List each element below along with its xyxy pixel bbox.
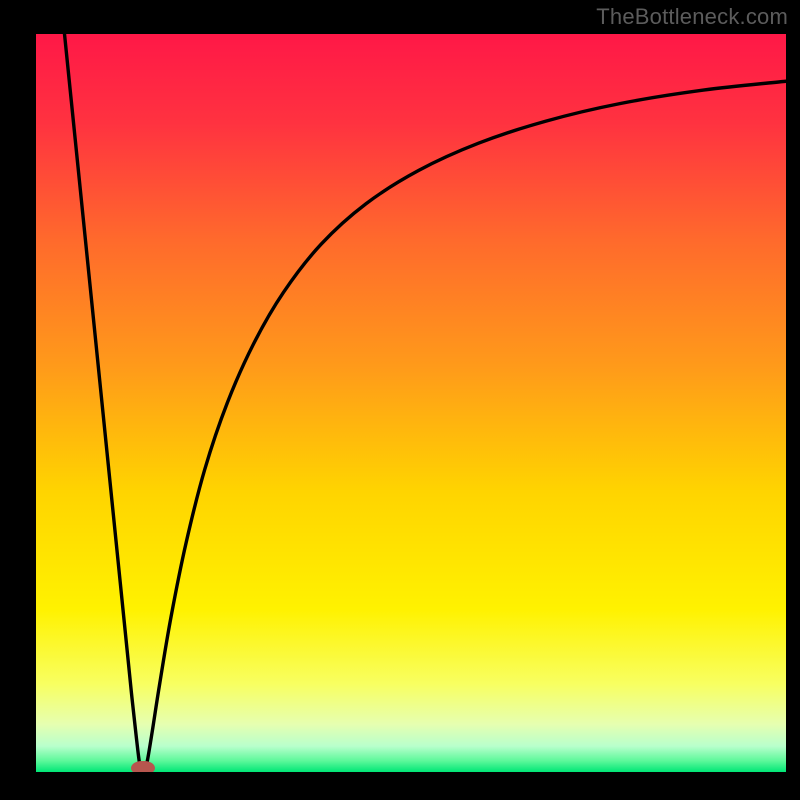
- plot-area: [36, 34, 786, 772]
- bottleneck-curve: [36, 34, 786, 772]
- minimum-marker: [131, 761, 155, 772]
- watermark-text: TheBottleneck.com: [596, 4, 788, 30]
- chart-frame: TheBottleneck.com: [0, 0, 800, 800]
